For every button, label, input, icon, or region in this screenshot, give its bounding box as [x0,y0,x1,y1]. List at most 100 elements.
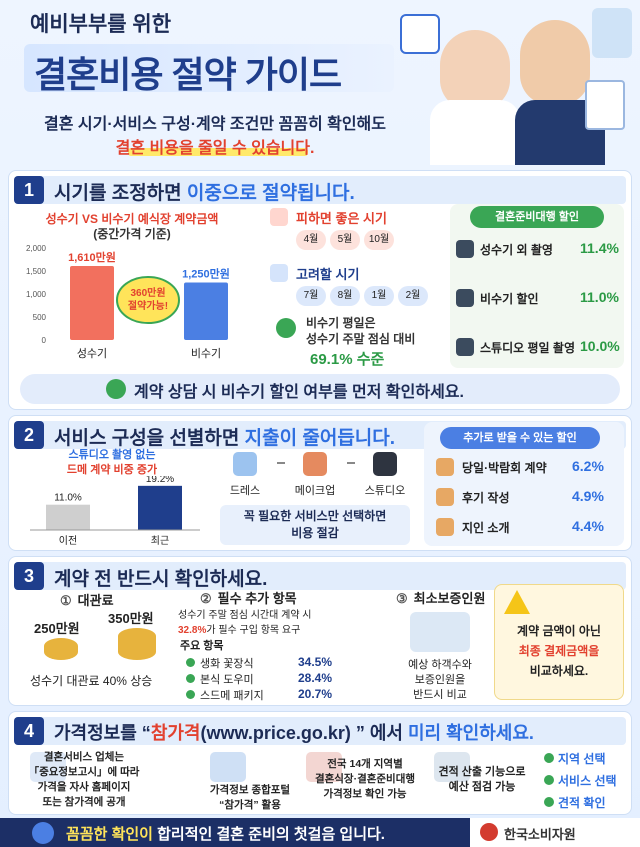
price-before: 250만원 [34,621,80,636]
note: 비용 절감 [291,526,339,540]
y-tick-label: 1,000 [26,290,47,299]
title-band [24,44,394,92]
bride-illustration [440,30,510,110]
price-after: 350만원 [108,611,154,626]
section-title: 가격정보를 “참가격(www.price.go.kr) ” 에서 미리 확인하세… [54,719,534,745]
y-tick-label: 500 [33,313,47,322]
item-text: 가격정보 확인 가능 [323,788,407,800]
text-span: ③ [396,591,408,606]
note-box [220,505,410,545]
category-label: 최근 [151,535,169,547]
discount-value: 6.2% [572,458,604,474]
month-pill: 2월 [398,286,428,306]
check-icon [544,753,554,763]
section-title: 시기를 조정하면 이중으로 절약됩니다. [54,178,355,205]
annotation: 360만원 [130,286,165,299]
calendar-illustration [400,14,440,54]
check-icon [544,775,554,785]
item-text: 「중요정보고시」에 따라 [28,766,140,778]
discount-value: 4.9% [572,488,604,504]
warning-text: 계약 금액이 아닌 [517,624,601,638]
discount-icon [456,289,474,307]
month-pill: 7월 [296,286,326,306]
plus-sign [347,462,355,464]
bullet [186,674,195,683]
plus-sign [277,462,285,464]
section-number: 2 [14,421,44,449]
item-text: 가격을 자사 홈페이지 [37,781,131,793]
discount-panel [450,204,624,368]
discount-label: 비수기 할인 [480,292,539,306]
groom-illustration [520,20,590,105]
service-icon [233,452,257,476]
check-label: 견적 확인 [558,796,606,810]
bar [46,504,90,530]
dress-illustration [430,100,520,165]
warning-highlight: 최종 결제금액을 [518,644,600,658]
note-highlight: 69.1% 수준 [310,351,385,368]
discount-value: 11.4% [580,240,619,256]
text-span: 가 필수 구입 항목 요구 [206,625,301,636]
text-span: 가격정보를 “ [54,723,151,743]
check-label: 서비스 선택 [558,774,617,788]
item-icon [210,752,246,782]
chart: 11.0% 이전 19.2% 최근 [30,476,200,547]
item-label: 스드메 패키지 [200,690,264,702]
value-label: 1,610만원 [68,250,116,264]
value-label: 19.2% [146,476,174,485]
text: 예상 하객수와 [408,659,472,671]
text-span: 대관료 [77,593,114,608]
item-text: 결혼식장·결혼준비대행 [314,773,416,785]
check-icon [106,379,126,399]
lead: 결혼 시기·서비스 구성·계약 조건만 꼼꼼히 확인해도 [43,116,387,133]
checklist-illustration [585,80,625,130]
check-icon [276,318,296,338]
discount-icon [456,338,474,356]
subheading: ② 필수 추가 항목 [200,588,297,607]
month-pill: 5월 [330,230,360,250]
section-title: 서비스 구성을 선별하면 지출이 줄어듭니다. [54,423,395,450]
item-text: 또는 참가격에 공개 [42,796,126,808]
value-label: 1,250만원 [182,267,230,281]
service-icon [303,452,327,476]
coins [44,638,78,660]
bar [184,282,228,340]
discount-label: 성수기 외 촬영 [480,243,553,257]
y-tick-label: 0 [42,336,47,345]
subheading: 주요 항목 [180,640,224,652]
annotation-badge [116,276,180,324]
month-pill: 8월 [330,286,360,306]
discount-icon [436,488,454,506]
item-text: 결혼서비스 업체는 [43,751,125,763]
subheading: 피하면 좋은 시기 [296,211,387,226]
text-span: 꼼꼼한 확인이 [66,826,153,843]
item-text: 전국 14개 지역별 [327,758,403,770]
org-name: 한국소비자원 [504,827,576,842]
text-span: 32.8% [178,625,207,636]
subtitle: 예비부부를 위한 [30,13,172,36]
chart-title: 성수기 VS 비수기 예식장 계약금액 [45,212,219,226]
text: 보증인원을 [414,674,466,686]
discount-value: 10.0% [580,338,620,354]
discount-value: 4.4% [572,518,604,534]
text-span: ① [60,593,72,608]
text-span: 서비스 구성을 선별하면 [54,428,245,449]
y-tick-label: 2,000 [26,244,47,253]
text-span: 이중으로 절약됩니다. [186,183,355,204]
title: 결혼비용 절약 가이드 [34,54,342,95]
item-icon [30,752,66,782]
check-label: 지역 선택 [558,752,606,766]
category-label: 이전 [59,535,77,547]
service-label: 드레스 [229,485,261,497]
item-text: “참가격” 활용 [219,799,281,811]
text-span: 지출이 줄어듭니다. [244,428,396,449]
item-label: 생화 꽃장식 [200,658,254,670]
bullet [186,690,195,699]
org-band [470,818,640,847]
text-span: 계약 전 반드시 확인하세요. [54,569,268,590]
text-span: 필수 추가 항목 [217,591,297,606]
subheading: 고려할 시기 [296,267,360,282]
callout: 계약 상담 시 비수기 할인 여부를 먼저 확인하세요. [134,384,464,401]
chart-label: 스튜디오 촬영 없는 [68,449,156,461]
